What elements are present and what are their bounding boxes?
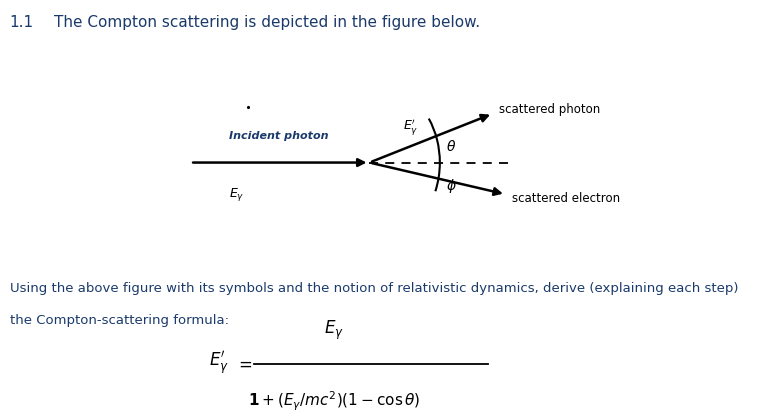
Text: $\mathbf{1} + (E_{\gamma}/mc^2)(1 - \cos\theta)$: $\mathbf{1} + (E_{\gamma}/mc^2)(1 - \cos…	[248, 389, 420, 413]
Text: $E_{\gamma}$: $E_{\gamma}$	[228, 186, 244, 203]
Text: $\theta$: $\theta$	[446, 139, 456, 154]
Text: The Compton scattering is depicted in the figure below.: The Compton scattering is depicted in th…	[54, 15, 480, 30]
Text: scattered electron: scattered electron	[512, 192, 620, 205]
Text: $E_{\gamma}$: $E_{\gamma}$	[324, 318, 344, 342]
Text: $E_{\gamma}^{\prime}$: $E_{\gamma}^{\prime}$	[209, 350, 228, 377]
Text: $\phi$: $\phi$	[446, 178, 457, 196]
Text: Using the above figure with its symbols and the notion of relativistic dynamics,: Using the above figure with its symbols …	[9, 282, 738, 295]
Text: 1.1: 1.1	[9, 15, 34, 30]
Text: Incident photon: Incident photon	[228, 131, 328, 141]
Text: $=$: $=$	[235, 354, 253, 372]
Text: the Compton-scattering formula:: the Compton-scattering formula:	[9, 314, 228, 327]
Text: $E_{\gamma}^{\prime}$: $E_{\gamma}^{\prime}$	[403, 116, 419, 136]
Text: scattered photon: scattered photon	[500, 103, 601, 116]
